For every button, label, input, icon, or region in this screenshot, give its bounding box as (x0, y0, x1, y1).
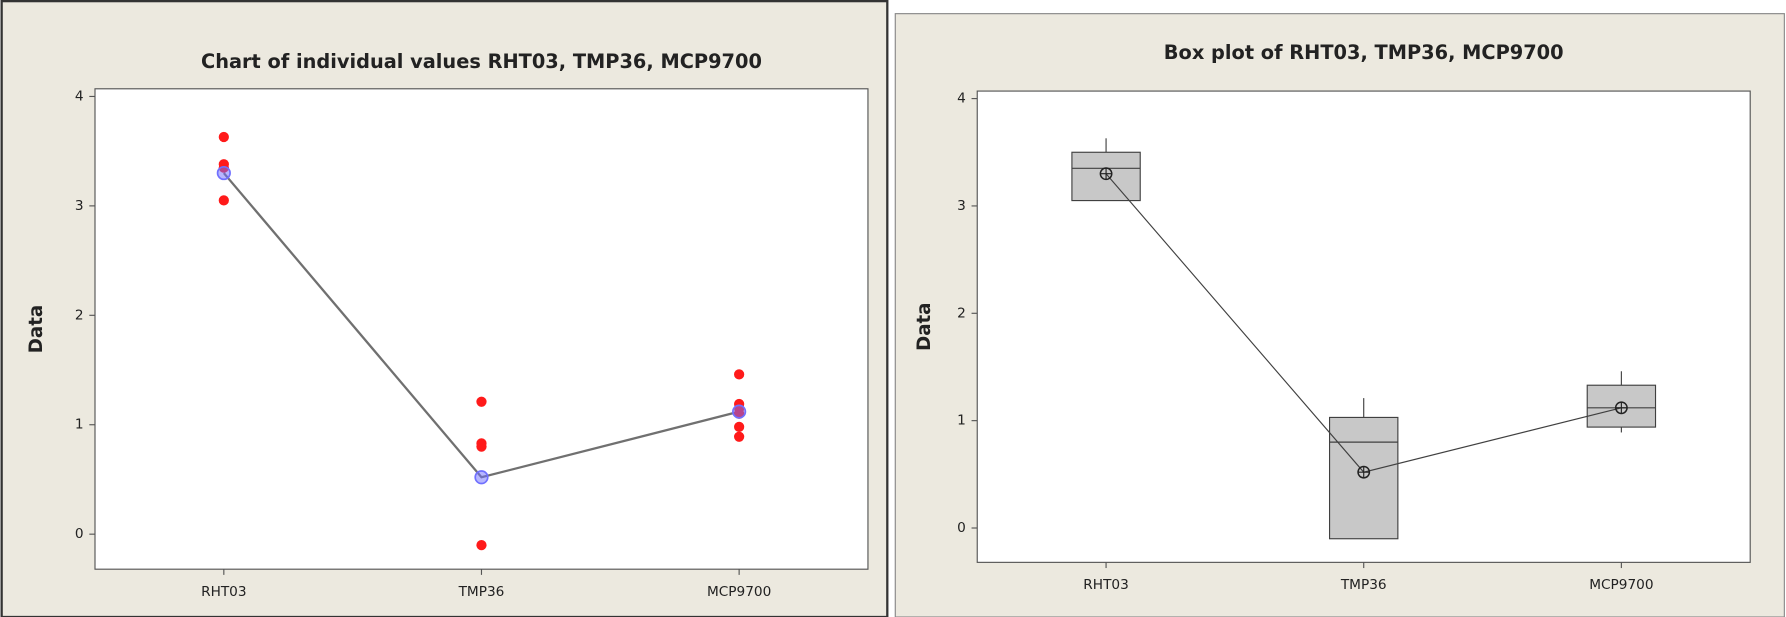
mean-cross (1358, 466, 1370, 478)
y-tick-label: 4 (957, 91, 966, 107)
x-tick-label: TMP36 (458, 584, 505, 600)
x-tick-label: TMP36 (1340, 577, 1387, 593)
x-tick-label: RHT03 (1083, 577, 1128, 593)
x-tick-label: MCP9700 (707, 584, 771, 600)
data-point (734, 369, 745, 380)
mean-marker (474, 470, 489, 485)
data-point (476, 441, 487, 452)
mean-cross (1615, 402, 1628, 414)
y-tick-label: 1 (75, 417, 84, 433)
y-tick-label: 0 (75, 526, 84, 542)
y-axis-label: Data (26, 305, 47, 353)
data-point (476, 539, 487, 551)
y-axis-label: Data (914, 303, 935, 351)
mean-cross (1100, 168, 1112, 180)
chart-title: Box plot of RHT03, TMP36, MCP9700 (1164, 41, 1564, 64)
mean-marker (216, 165, 231, 181)
x-tick-label: RHT03 (201, 584, 246, 600)
data-point (734, 431, 745, 442)
y-tick-label: 2 (75, 307, 84, 323)
data-point (218, 131, 229, 143)
data-point (734, 421, 745, 433)
y-tick-label: 1 (957, 413, 966, 429)
y-tick-label: 3 (75, 198, 84, 214)
chart-title: Chart of individual values RHT03, TMP36,… (201, 50, 762, 73)
mean-marker (732, 404, 747, 419)
data-point (476, 396, 487, 407)
y-tick-label: 4 (75, 88, 84, 104)
y-tick-label: 2 (957, 305, 966, 321)
y-tick-label: 0 (957, 520, 966, 536)
plot-area (94, 88, 869, 570)
data-point (218, 195, 229, 206)
y-tick-label: 3 (957, 198, 966, 214)
x-tick-label: MCP9700 (1589, 577, 1653, 593)
